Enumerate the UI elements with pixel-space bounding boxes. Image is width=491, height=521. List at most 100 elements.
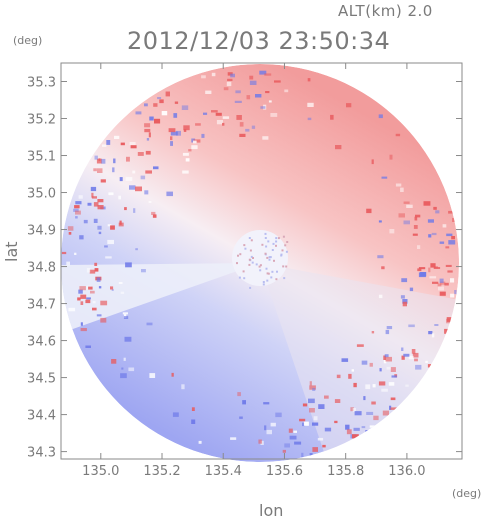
radar-echo-speckle xyxy=(264,232,267,235)
radar-echo-speckle xyxy=(446,233,453,237)
radar-echo-speckle xyxy=(182,170,189,174)
radar-echo-speckle xyxy=(248,237,251,239)
radar-echo-speckle xyxy=(135,186,142,192)
radar-echo-speckle xyxy=(389,405,392,410)
radar-echo-speckle xyxy=(244,247,247,250)
radar-echo-speckle xyxy=(275,240,278,243)
radar-echo-speckle xyxy=(267,272,270,275)
radar-echo-speckle xyxy=(414,216,418,221)
radar-echo-speckle xyxy=(94,268,99,272)
radar-echo-speckle xyxy=(234,100,242,103)
radar-echo-speckle xyxy=(68,232,72,235)
radar-echo-speckle xyxy=(286,241,289,243)
radar-echo-speckle xyxy=(450,278,455,283)
radar-echo-speckle xyxy=(146,322,153,326)
radar-echo-speckle xyxy=(411,349,416,354)
radar-echo-speckle xyxy=(97,225,102,230)
radar-echo-speckle xyxy=(427,219,434,223)
radar-echo-speckle xyxy=(96,277,101,282)
radar-echo-speckle xyxy=(215,112,222,116)
radar-echo-speckle xyxy=(446,318,451,324)
radar-echo-speckle xyxy=(176,130,181,136)
radar-echo-speckle xyxy=(401,278,408,283)
radar-echo-speckle xyxy=(433,206,437,210)
radar-echo-speckle xyxy=(66,261,70,266)
radar-echo-speckle xyxy=(346,429,352,435)
radar-echo-speckle xyxy=(97,168,103,173)
radar-echo-speckle xyxy=(415,214,421,218)
radar-echo-speckle xyxy=(255,94,262,98)
radar-echo-speckle xyxy=(91,196,97,199)
radar-echo-speckle xyxy=(350,407,354,412)
radar-echo-speckle xyxy=(385,329,390,335)
radar-echo-speckle xyxy=(68,307,76,312)
radar-echo-speckle xyxy=(361,426,366,429)
radar-echo-speckle xyxy=(434,324,439,326)
radar-echo-speckle xyxy=(371,331,375,334)
radar-echo-speckle xyxy=(439,291,446,296)
radar-echo-speckle xyxy=(85,345,91,348)
x-tick-label: 135.4 xyxy=(205,464,242,479)
radar-echo-speckle xyxy=(181,105,189,110)
radar-echo-speckle xyxy=(348,373,352,379)
radar-echo-speckle xyxy=(97,199,104,203)
radar-echo-speckle xyxy=(100,317,107,323)
radar-echo-speckle xyxy=(259,269,262,272)
radar-echo-speckle xyxy=(205,90,212,94)
radar-echo-speckle xyxy=(191,138,196,143)
radar-echo-speckle xyxy=(153,166,159,170)
radar-echo-speckle xyxy=(193,139,201,143)
radar-echo-speckle xyxy=(423,201,431,206)
radar-echo-speckle xyxy=(170,136,173,141)
radar-echo-speckle xyxy=(106,140,111,145)
radar-echo-speckle xyxy=(334,420,338,424)
radar-echo-speckle xyxy=(201,133,205,138)
radar-echo-speckle xyxy=(245,128,250,132)
radar-echo-speckle xyxy=(161,111,168,116)
radar-echo-speckle xyxy=(366,208,372,214)
y-tick-label: 34.5 xyxy=(27,372,56,387)
radar-echo-speckle xyxy=(79,235,84,240)
radar-echo-speckle xyxy=(121,367,124,370)
radar-echo-speckle xyxy=(385,356,392,362)
radar-echo-speckle xyxy=(454,290,457,295)
radar-echo-speckle xyxy=(75,210,81,215)
radar-echo-speckle xyxy=(266,272,269,275)
radar-echo-speckle xyxy=(211,72,216,77)
radar-echo-speckle xyxy=(90,186,97,192)
radar-echo-speckle xyxy=(451,236,455,240)
radar-echo-speckle xyxy=(266,256,269,259)
radar-echo-speckle xyxy=(249,249,252,252)
radar-echo-speckle xyxy=(276,270,278,273)
radar-echo-speckle xyxy=(86,268,91,273)
radar-echo-speckle xyxy=(371,401,376,405)
radar-echo-speckle xyxy=(222,116,230,119)
radar-echo-speckle xyxy=(236,262,238,265)
radar-echo-speckle xyxy=(428,234,432,238)
radar-echo-speckle xyxy=(388,382,395,386)
radar-echo-speckle xyxy=(154,118,161,124)
radar-echo-speckle xyxy=(230,437,237,440)
radar-echo-speckle xyxy=(270,113,278,117)
radar-echo-speckle xyxy=(401,355,405,360)
radar-echo-speckle xyxy=(294,441,302,445)
radar-echo-speckle xyxy=(93,168,97,172)
radar-echo-speckle xyxy=(181,384,185,390)
radar-echo-speckle xyxy=(386,366,392,370)
radar-echo-light-band xyxy=(61,263,260,330)
radar-echo-speckle xyxy=(356,344,364,347)
radar-echo-speckle xyxy=(183,125,190,131)
radar-echo-speckle xyxy=(265,91,270,94)
radar-echo-speckle xyxy=(266,279,269,282)
x-tick-label: 135.2 xyxy=(143,464,180,479)
radar-echo-speckle xyxy=(74,252,77,255)
radar-echo-speckle xyxy=(363,396,366,401)
radar-echo-speckle xyxy=(402,301,407,307)
radar-echo-disk xyxy=(61,64,459,462)
radar-echo-speckle xyxy=(390,367,396,372)
radar-echo-speckle xyxy=(403,220,410,225)
radar-echo-speckle xyxy=(182,152,189,156)
radar-echo-speckle xyxy=(309,381,312,386)
radar-echo-speckle xyxy=(128,367,135,372)
radar-echo-speckle xyxy=(123,314,127,318)
